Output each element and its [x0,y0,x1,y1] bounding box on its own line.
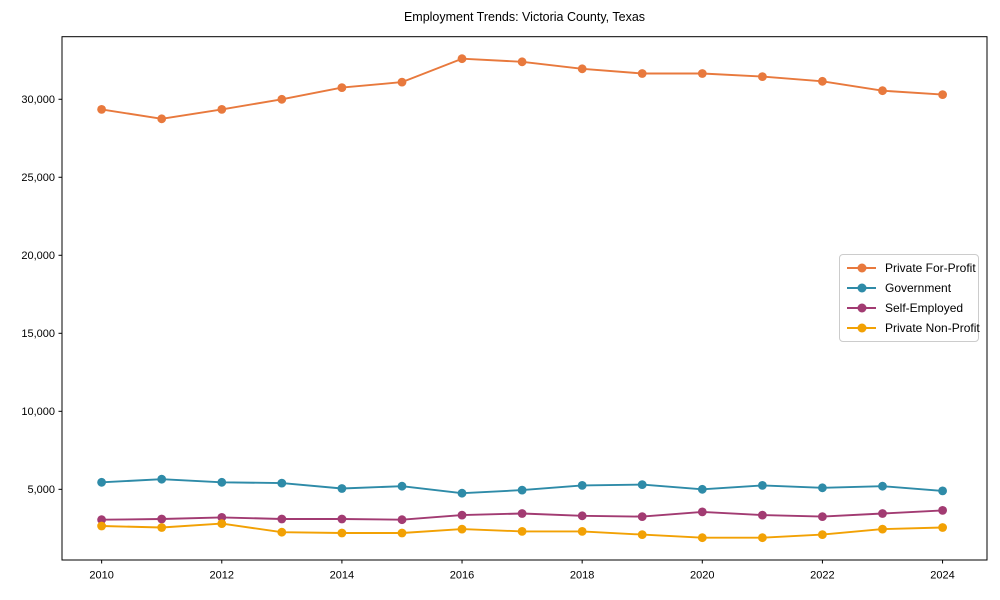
data-point-1-2012 [217,477,227,487]
data-point-0-2018 [577,64,587,74]
data-point-3-2012 [217,519,227,528]
data-point-3-2024 [938,523,947,532]
x-tick-label: 2014 [330,570,354,582]
y-tick-label: 10,000 [21,406,55,418]
data-point-3-2017 [517,527,527,536]
data-point-1-2011 [157,474,167,484]
data-point-3-2018 [577,527,587,536]
data-point-2-2013 [277,514,287,524]
legend-item-private-for-profit: Private For-Profit [847,259,976,278]
data-point-0-2012 [217,105,227,114]
legend-item-self-employed: Self-Employed [847,298,971,317]
x-tick-label: 2024 [930,570,954,582]
data-point-2-2011 [157,514,167,524]
data-point-2-2023 [878,509,887,518]
data-point-2-2020 [697,507,707,517]
data-point-1-2015 [397,481,407,491]
data-point-0-2021 [758,72,767,81]
data-point-2-2014 [337,514,347,524]
data-point-0-2017 [517,57,527,67]
data-point-2-2024 [938,506,947,515]
data-point-3-2014 [337,528,347,538]
legend-label: Self-Employed [885,300,964,315]
y-tick-label: 15,000 [21,328,55,340]
plot-box [61,36,988,561]
data-point-1-2018 [577,481,587,490]
x-tick-label: 2012 [210,570,234,582]
data-point-2-2015 [397,515,407,525]
data-point-3-2023 [878,524,887,534]
data-point-1-2024 [938,486,947,496]
legend-label: Government [885,281,952,296]
data-point-1-2014 [337,484,347,493]
data-point-0-2019 [637,69,647,78]
legend-item-government: Government [847,279,971,298]
data-point-1-2023 [878,481,887,491]
legend-label: Private Non-Profit [885,320,980,335]
data-point-0-2013 [277,94,287,104]
data-point-3-2013 [277,527,287,537]
x-tick-label: 2016 [450,570,474,582]
data-point-2-2016 [457,510,467,520]
data-point-1-2010 [97,477,106,487]
data-point-3-2010 [97,521,106,531]
data-point-0-2011 [157,114,167,124]
y-tick-label: 5,000 [27,484,55,496]
legend-marker-private-non-profit [847,322,876,333]
data-point-3-2019 [637,530,647,539]
data-point-1-2022 [818,483,827,493]
data-point-1-2020 [697,484,707,494]
data-point-3-2020 [697,533,707,543]
x-tick-label: 2018 [570,570,594,582]
legend-label: Private For-Profit [885,261,976,276]
data-point-2-2021 [758,510,767,520]
legend-marker-government [847,283,876,294]
data-point-0-2022 [818,76,827,86]
data-point-1-2021 [758,481,767,490]
legend-item-private-non-profit: Private Non-Profit [847,318,980,337]
y-tick-label: 20,000 [21,250,55,262]
data-point-3-2011 [157,523,167,532]
data-point-2-2017 [517,509,527,518]
data-point-1-2019 [637,480,647,489]
chart-title: Employment Trends: Victoria County, Texa… [403,10,646,24]
data-point-2-2018 [577,511,587,521]
x-tick-label: 2022 [810,570,834,582]
y-tick-label: 30,000 [21,94,55,106]
data-point-0-2016 [457,54,467,64]
data-point-2-2010 [97,515,106,525]
series-line-0 [100,57,944,120]
data-point-3-2016 [457,524,467,534]
data-point-0-2023 [878,86,887,96]
data-point-0-2010 [97,105,106,114]
data-point-2-2019 [637,512,647,521]
data-point-2-2022 [818,512,827,521]
x-tick-label: 2020 [690,570,714,582]
data-point-2-2012 [217,513,227,522]
x-tick-label: 2010 [89,570,113,582]
legend: Private For-Profit Government Self-Emplo… [839,254,980,342]
data-point-0-2020 [697,69,707,78]
legend-marker-private-for-profit [847,263,876,274]
data-point-1-2016 [457,488,467,498]
data-point-0-2015 [397,77,407,87]
data-point-1-2013 [277,478,287,488]
data-point-3-2021 [758,533,767,543]
data-point-3-2022 [818,530,827,539]
data-point-3-2015 [397,528,407,538]
legend-marker-self-employed [847,302,876,313]
y-tick-label: 25,000 [21,172,55,184]
data-point-0-2024 [938,90,947,99]
data-point-1-2017 [517,485,527,495]
data-point-0-2014 [337,83,347,92]
